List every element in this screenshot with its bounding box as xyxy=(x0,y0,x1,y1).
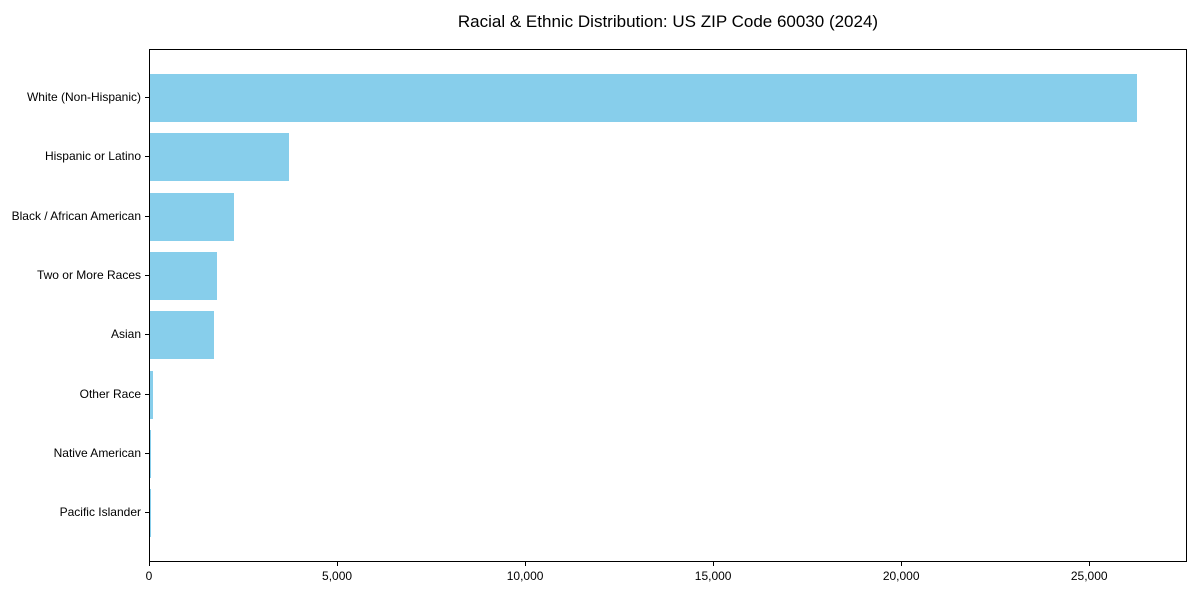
y-tick-mark xyxy=(145,274,149,276)
x-tick-label: 0 xyxy=(145,569,153,583)
bar xyxy=(150,311,215,360)
x-tick-mark xyxy=(525,562,527,566)
bar xyxy=(150,192,234,241)
x-tick-label: 25,000 xyxy=(1070,569,1108,583)
y-tick-mark xyxy=(145,452,149,454)
x-tick-mark xyxy=(713,562,715,566)
y-tick-label: White (Non-Hispanic) xyxy=(26,90,141,104)
y-tick-mark xyxy=(145,215,149,217)
bar xyxy=(150,133,289,182)
x-tick-mark xyxy=(337,562,339,566)
x-tick-label: 20,000 xyxy=(882,569,920,583)
x-tick-label: 15,000 xyxy=(694,569,732,583)
y-tick-label: Pacific Islander xyxy=(59,505,141,520)
y-tick-label: Hispanic or Latino xyxy=(44,149,141,164)
x-tick-mark xyxy=(901,562,903,566)
chart-title: Racial & Ethnic Distribution: US ZIP Cod… xyxy=(457,12,879,31)
y-tick-label: Native American xyxy=(53,445,141,460)
y-tick-mark xyxy=(145,512,149,514)
bar xyxy=(150,251,217,300)
y-tick-mark xyxy=(145,334,149,336)
bar xyxy=(150,370,153,419)
bar xyxy=(150,74,1138,122)
x-tick-label: 10,000 xyxy=(506,569,544,583)
x-tick-label: 5,000 xyxy=(322,569,353,583)
y-tick-mark xyxy=(145,97,149,98)
y-tick-mark xyxy=(145,393,149,395)
plot-area xyxy=(149,49,1187,562)
x-tick-mark xyxy=(1089,562,1091,566)
x-tick-mark xyxy=(149,562,150,566)
y-tick-mark xyxy=(145,156,149,158)
y-tick-label: Other Race xyxy=(79,386,141,401)
y-tick-label: Black / African American xyxy=(11,208,141,223)
y-tick-label: Two or More Races xyxy=(36,267,141,282)
y-tick-label: Asian xyxy=(110,327,141,342)
